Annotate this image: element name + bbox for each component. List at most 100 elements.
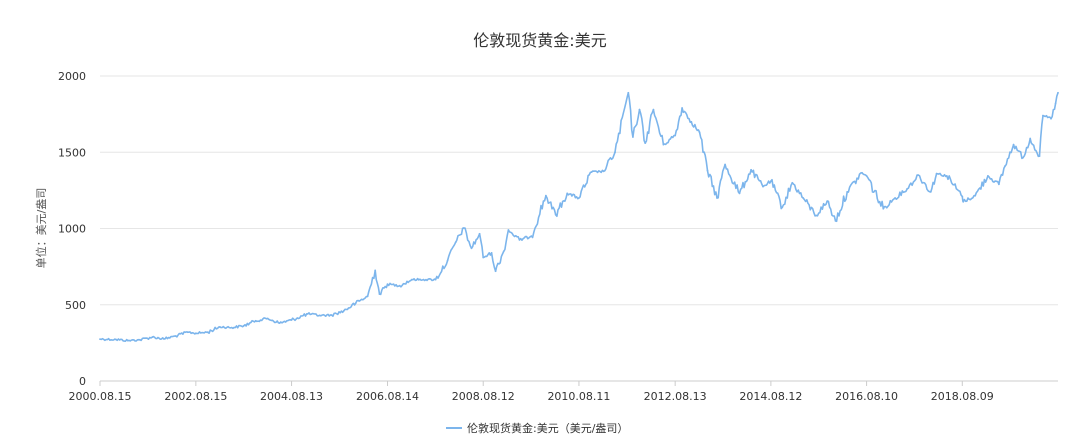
data-point	[698, 131, 701, 134]
x-tick-label: 2014.08.12	[739, 390, 802, 403]
data-point	[962, 200, 965, 203]
data-point	[266, 317, 269, 320]
data-point	[935, 172, 938, 175]
x-tick-label: 2008.08.12	[452, 390, 515, 403]
data-point	[917, 174, 920, 177]
data-point	[207, 331, 209, 334]
data-point	[398, 284, 401, 287]
data-point	[716, 197, 718, 199]
data-point	[578, 197, 580, 199]
series-line-gold[interactable]	[99, 92, 1059, 342]
chart-title: 伦敦现货黄金:美元	[473, 31, 606, 50]
data-point	[929, 191, 932, 193]
data-point	[781, 206, 784, 209]
data-point	[791, 181, 794, 184]
data-point	[815, 214, 818, 217]
data-point	[1029, 137, 1032, 140]
x-tick-label: 2018.08.09	[931, 390, 994, 403]
x-tick-label: 2012.08.13	[644, 390, 707, 403]
data-point	[627, 91, 630, 94]
data-point	[99, 338, 101, 340]
data-point	[554, 213, 557, 216]
y-tick-labels: 0 500 1000 1500 2000	[58, 70, 86, 388]
data-point	[662, 143, 665, 146]
data-point	[846, 191, 849, 193]
legend[interactable]: 伦敦现货黄金:美元（美元/盎司）	[446, 421, 628, 435]
x-tick-label: 2000.08.15	[69, 390, 132, 403]
data-point	[614, 151, 616, 154]
data-point	[254, 319, 257, 322]
data-point	[378, 293, 381, 295]
data-point	[987, 175, 989, 177]
data-point	[278, 322, 281, 324]
x-tick-labels: 2000.08.15 2002.08.15 2004.08.13 2006.08.14…	[69, 381, 994, 403]
data-point	[644, 142, 647, 145]
data-point	[342, 310, 345, 312]
y-tick-label: 2000	[58, 70, 86, 83]
y-tick-label: 500	[65, 299, 86, 312]
data-point	[518, 239, 521, 241]
data-point	[186, 331, 189, 334]
data-point	[318, 314, 321, 317]
data-point	[861, 171, 863, 174]
data-point	[494, 270, 497, 273]
x-tick-label: 2004.08.13	[260, 390, 323, 403]
data-point	[446, 259, 449, 262]
data-point	[386, 283, 389, 286]
data-point	[738, 192, 741, 195]
x-tick-label: 2002.08.15	[164, 390, 227, 403]
data-point	[882, 207, 885, 210]
data-point	[194, 332, 197, 335]
data-point	[470, 247, 473, 250]
data-point	[750, 168, 752, 171]
data-point	[410, 278, 413, 281]
data-point	[126, 339, 129, 342]
plot-area	[99, 91, 1059, 342]
data-point	[674, 134, 677, 137]
data-point	[219, 326, 221, 328]
legend-item-gold[interactable]: 伦敦现货黄金:美元（美元/盎司）	[467, 421, 628, 435]
data-point	[530, 235, 533, 238]
data-point	[638, 108, 641, 111]
data-point	[306, 313, 309, 315]
data-point	[865, 175, 868, 177]
data-point	[602, 170, 605, 173]
data-point	[690, 120, 693, 123]
data-point	[507, 229, 510, 231]
data-point	[330, 314, 333, 316]
x-tick-label: 2010.08.11	[547, 390, 610, 403]
y-gridlines	[100, 75, 1058, 306]
data-point	[1057, 91, 1059, 94]
data-point	[826, 200, 829, 203]
data-point	[906, 187, 909, 190]
data-point	[374, 269, 377, 272]
y-tick-label: 1500	[58, 146, 86, 159]
data-point	[151, 336, 154, 338]
data-point	[162, 338, 165, 340]
data-point	[1038, 155, 1041, 158]
data-point	[366, 295, 369, 298]
data-point	[490, 252, 493, 254]
x-tick-label: 2016.08.10	[835, 390, 898, 403]
data-point	[652, 108, 655, 111]
data-point	[545, 194, 547, 197]
data-point	[762, 185, 764, 188]
data-point	[706, 169, 709, 172]
data-point	[724, 163, 726, 166]
data-point	[242, 324, 245, 327]
data-point	[462, 227, 465, 229]
data-point	[894, 197, 896, 199]
data-point	[974, 194, 977, 197]
data-point	[1054, 102, 1057, 105]
data-point	[566, 192, 569, 195]
data-point	[632, 136, 634, 138]
x-tick-label: 2006.08.14	[356, 390, 419, 403]
data-point	[1004, 165, 1006, 167]
y-tick-label: 1000	[58, 223, 86, 236]
data-point	[681, 107, 683, 109]
data-point	[945, 175, 948, 177]
data-point	[434, 278, 437, 281]
data-point	[354, 302, 357, 305]
data-point	[502, 250, 505, 253]
